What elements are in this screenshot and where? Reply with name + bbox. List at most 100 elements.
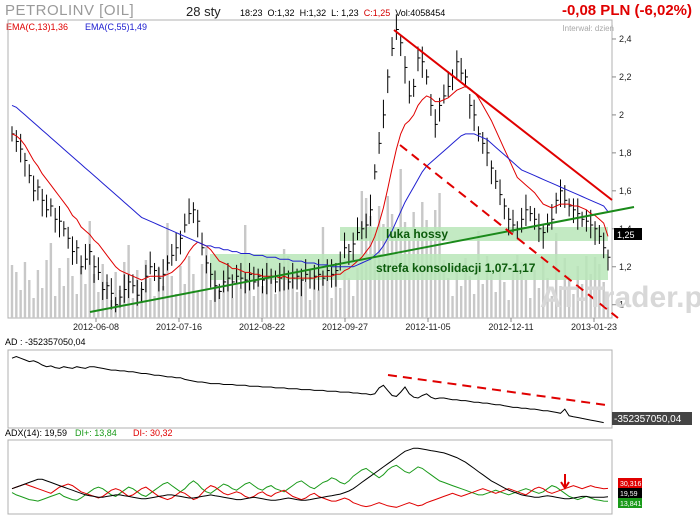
volume-bar bbox=[196, 292, 199, 318]
volume-bar bbox=[278, 266, 281, 318]
volume-bar bbox=[343, 260, 346, 318]
volume-bar bbox=[261, 286, 264, 318]
volume-bar bbox=[313, 272, 316, 318]
volume-bar bbox=[66, 258, 70, 318]
ema13-line bbox=[11, 85, 609, 281]
volume-bar bbox=[339, 288, 342, 318]
y-tick-label: 2 bbox=[619, 110, 624, 120]
volume-bar bbox=[239, 288, 243, 318]
volume-bar bbox=[153, 296, 156, 318]
y-tick-label: 1,8 bbox=[619, 148, 632, 158]
volume-bar bbox=[105, 282, 109, 318]
volume-bar bbox=[455, 268, 459, 318]
diplus-label: DI+: 13,84 bbox=[75, 428, 117, 438]
volume-bar bbox=[92, 274, 96, 318]
interval-label: Interwał: dzień bbox=[562, 24, 614, 33]
volume-bars bbox=[10, 169, 610, 318]
x-tick-label: 2012-07-16 bbox=[156, 322, 202, 332]
volume-bar bbox=[161, 286, 165, 318]
volume-bar bbox=[576, 266, 579, 318]
volume-bar bbox=[235, 270, 238, 318]
volume-bar bbox=[533, 270, 536, 318]
volume-bar bbox=[79, 266, 83, 318]
volume-bar bbox=[317, 290, 320, 318]
volume-bar bbox=[537, 288, 541, 318]
volume-bar bbox=[451, 296, 454, 318]
volume-bar bbox=[97, 292, 100, 318]
quote-time: 18:23 bbox=[240, 8, 263, 18]
volume-bar bbox=[41, 288, 44, 318]
x-tick-label: 2012-09-27 bbox=[322, 322, 368, 332]
volume-bar bbox=[226, 280, 230, 318]
volume-bar bbox=[252, 296, 256, 318]
consolidation-annotation: strefa konsolidacji 1,07-1,17 bbox=[376, 261, 536, 275]
volume-bar bbox=[304, 282, 307, 318]
y-tick-label: 1 bbox=[619, 300, 624, 310]
volume-bar bbox=[468, 276, 471, 318]
volume-bar bbox=[131, 298, 135, 318]
x-tick-label: 2012-12-11 bbox=[488, 322, 533, 332]
quote-high: H:1,32 bbox=[299, 8, 327, 18]
volume-bar bbox=[23, 262, 27, 318]
volume-bar bbox=[472, 294, 476, 318]
volume-bar bbox=[546, 278, 549, 318]
volume-bar bbox=[36, 270, 40, 318]
volume-bar bbox=[507, 300, 510, 318]
volume-bar bbox=[542, 260, 545, 318]
volume-bar bbox=[58, 268, 61, 318]
volume-bar bbox=[291, 274, 294, 318]
volume-bar bbox=[464, 258, 467, 318]
x-tick-label: 2013-01-23 bbox=[571, 322, 617, 332]
volume-bar bbox=[524, 280, 528, 318]
y-tick-label: 1,2 bbox=[619, 262, 632, 272]
volume-bar bbox=[326, 280, 329, 318]
ad-value-tag-bg bbox=[612, 412, 692, 425]
ad-line bbox=[11, 355, 604, 424]
volume-bar bbox=[347, 278, 351, 318]
volume-bar bbox=[481, 284, 484, 318]
volume-bar bbox=[10, 265, 14, 318]
volume-bar bbox=[485, 256, 489, 318]
volume-bar bbox=[330, 298, 333, 318]
volume-bar bbox=[308, 300, 312, 318]
volume-bar bbox=[572, 294, 575, 318]
x-tick-label: 2012-06-08 bbox=[73, 322, 119, 332]
adx-tag: 19,59 bbox=[620, 491, 638, 498]
ad-divergence-line bbox=[387, 374, 607, 406]
channel-lower-line bbox=[399, 144, 619, 319]
volume-bar bbox=[209, 300, 212, 318]
volume-bar bbox=[45, 260, 48, 318]
volume-bar bbox=[75, 294, 78, 318]
volume-bar bbox=[149, 278, 152, 318]
last-price-tag-bg bbox=[614, 228, 642, 240]
volume-bar bbox=[157, 268, 161, 318]
volume-bar bbox=[192, 274, 195, 318]
volume-bar bbox=[563, 258, 567, 318]
volume-bar bbox=[356, 268, 359, 318]
ad-label: AD : -352357050,04 bbox=[5, 337, 86, 347]
diminus-tag-bg bbox=[618, 478, 642, 488]
watermark: AT-Trader.pl bbox=[540, 281, 700, 314]
gap-zone bbox=[340, 227, 608, 241]
volume-bar bbox=[520, 262, 523, 318]
volume-bar bbox=[88, 221, 91, 318]
y-tick-label: 2,2 bbox=[619, 72, 632, 82]
volume-bar bbox=[274, 294, 277, 318]
volume-bar bbox=[593, 257, 597, 318]
volume-bar bbox=[269, 276, 273, 318]
support-trendline bbox=[89, 206, 635, 313]
volume-bar bbox=[550, 296, 554, 318]
volume-bar bbox=[295, 292, 299, 318]
ema55-line bbox=[11, 104, 609, 268]
volume-bar bbox=[351, 296, 355, 318]
volume-bar bbox=[218, 290, 221, 318]
volume-bar bbox=[183, 284, 186, 318]
volume-bar bbox=[494, 292, 497, 318]
x-tick-label: 2012-08-22 bbox=[239, 322, 285, 332]
diminus-tag: 30,316 bbox=[620, 481, 642, 488]
quote-volume: Vol:4058454 bbox=[395, 8, 446, 18]
resistance-trendline bbox=[393, 29, 613, 201]
price-change: -0,08 PLN (-6,02%) bbox=[561, 2, 692, 19]
ad-value-tag: -352357050,04 bbox=[614, 414, 682, 425]
